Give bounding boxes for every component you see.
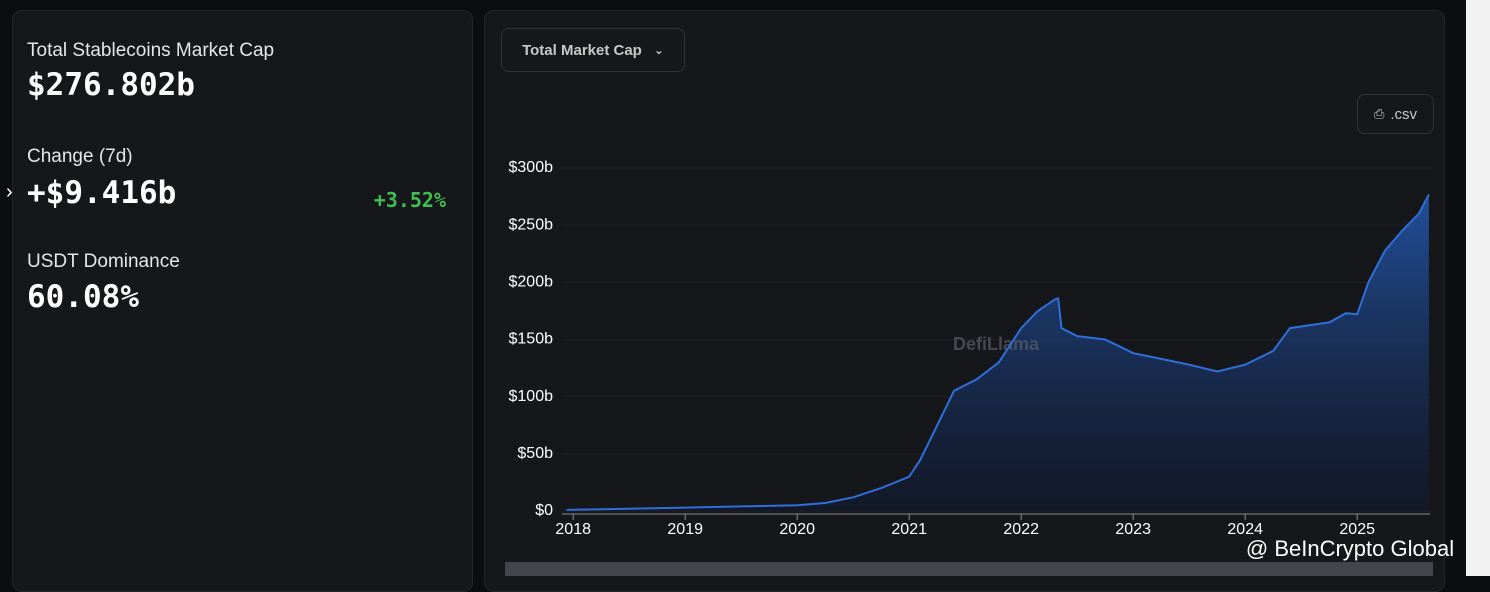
y-tick-label: $150b [509,331,554,348]
y-tick-label: $100b [509,388,554,405]
site-watermark: @ BeInCrypto Global [1246,536,1454,561]
csv-label: .csv [1390,105,1418,123]
stat-label: USDT Dominance [27,251,180,272]
y-tick-label: $200b [509,274,554,291]
line [566,194,1430,511]
x-tick-label: 2018 [555,521,591,538]
y-tick-label: $50b [517,445,553,462]
x-tick-label: 2024 [1227,521,1263,538]
edge-strip [1466,0,1490,576]
x-tick-label: 2021 [891,521,927,538]
y-tick-label: $0 [535,502,553,519]
y-tick-label: $300b [509,159,554,176]
x-tick-label: 2023 [1115,521,1151,538]
stat-value: $276.802b [27,67,195,103]
dropdown-label: Total Market Cap [522,41,642,59]
stats-panel: Total Stablecoins Market Cap $276.802b C… [6,10,473,592]
y-tick-label: $250b [509,216,554,233]
chart: DefiLlama @ BeInCrypto Global $0 $50b $100… [505,159,1454,576]
x-tick-label: 2019 [667,521,703,538]
csv-button[interactable]: ⎙ .csv [1357,94,1434,134]
area [566,194,1429,511]
dropdown[interactable]: Total Market Cap ⌄ [501,28,685,72]
scrollbar[interactable] [505,562,1433,576]
stat-label: Change (7d) [27,146,133,167]
stat-value: +$9.416b [27,175,177,211]
page: Total Stablecoins Market Cap $276.802b C… [6,0,1490,592]
stat-value: 60.08% [27,279,139,315]
x-tick-label: 2020 [779,521,815,538]
x-tick-label: 2025 [1339,521,1375,538]
icon: ⎙ [1373,106,1385,121]
stat-percent: +3.52% [373,188,446,212]
chart-watermark: DefiLlama [953,334,1040,354]
chevron: ⌄ [653,43,664,57]
expand-arrow[interactable]: › [6,181,13,203]
stat-label: Total Stablecoins Market Cap [27,40,275,61]
x-tick-label: 2022 [1003,521,1039,538]
